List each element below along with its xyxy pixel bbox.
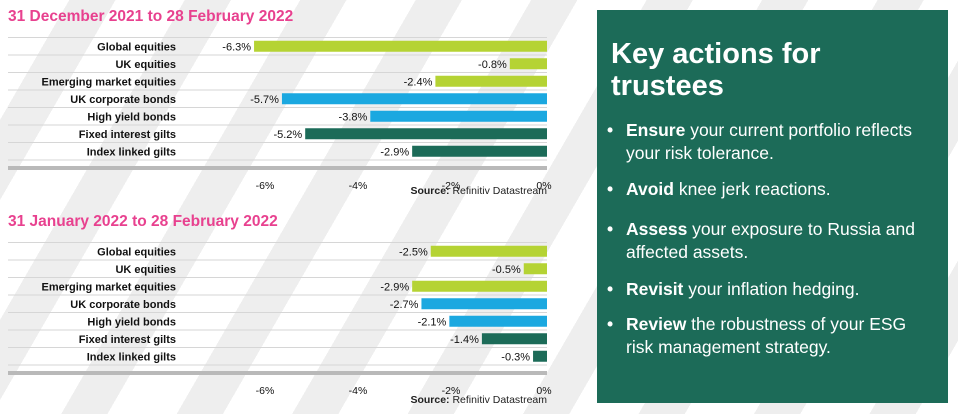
value-label: -0.8%: [478, 59, 507, 71]
chart-title: 31 December 2021 to 28 February 2022: [8, 8, 294, 25]
category-label: UK corporate bonds: [70, 299, 176, 311]
key-actions-panel: Key actions for trustees Ensure your cur…: [597, 10, 948, 403]
action-item: Review the robustness of your ESG risk m…: [607, 313, 937, 359]
value-label: -6.3%: [222, 41, 251, 53]
bar: [523, 263, 547, 275]
value-label: -0.5%: [492, 264, 521, 276]
action-item: Assess your exposure to Russia and affec…: [607, 218, 937, 264]
source-label: Source:: [410, 185, 450, 197]
category-label: Global equities: [97, 246, 176, 258]
source-note: Source: Refinitiv Datastream: [410, 394, 547, 406]
category-label: Index linked gilts: [87, 351, 176, 363]
value-label: -2.1%: [418, 316, 447, 328]
action-text: knee jerk reactions.: [673, 179, 831, 199]
action-verb: Review: [626, 314, 687, 334]
value-label: -2.5%: [399, 246, 428, 258]
action-verb: Avoid: [626, 179, 674, 199]
source-label: Source:: [410, 394, 450, 406]
bar: [533, 350, 547, 362]
category-label: High yield bonds: [87, 111, 176, 123]
bar: [481, 333, 547, 345]
value-label: -0.3%: [501, 351, 530, 363]
category-label: UK equities: [115, 264, 176, 276]
bar: [509, 58, 547, 70]
category-label: Fixed interest gilts: [79, 334, 176, 346]
bar: [281, 93, 547, 105]
value-label: -2.9%: [380, 146, 409, 158]
action-item: Ensure your current portfolio reflects y…: [607, 119, 937, 165]
category-label: High yield bonds: [87, 316, 176, 328]
source-note: Source: Refinitiv Datastream: [410, 185, 547, 197]
bar: [254, 40, 548, 52]
bar: [449, 315, 547, 327]
tick-label: 0%: [536, 385, 551, 397]
source-value: Refinitiv Datastream: [452, 394, 547, 406]
tick-label: -2%: [442, 385, 461, 397]
value-label: -5.2%: [273, 129, 302, 141]
category-label: Emerging market equities: [42, 281, 177, 293]
action-verb: Assess: [626, 219, 688, 239]
action-verb: Ensure: [626, 120, 686, 140]
value-label: -2.9%: [380, 281, 409, 293]
category-label: Fixed interest gilts: [79, 129, 176, 141]
category-label: Global equities: [97, 41, 176, 53]
action-text: your exposure to Russia and affected ass…: [626, 219, 915, 262]
chart-title: 31 January 2022 to 28 February 2022: [8, 213, 278, 230]
tick-label: -6%: [256, 180, 275, 192]
action-verb: Revisit: [626, 279, 684, 299]
category-label: UK equities: [115, 59, 176, 71]
value-label: -1.4%: [450, 334, 479, 346]
bar-chart-month: Global equities -2.5% UK equities -0.5% Emer…: [8, 242, 552, 397]
bar-chart-ytd: Global equities -6.3% UK equities -0.8% Emer…: [8, 37, 552, 192]
panel-title: Key actions for trustees: [611, 38, 821, 102]
category-label: UK corporate bonds: [70, 94, 176, 106]
value-label: -5.7%: [250, 94, 279, 106]
value-label: -2.7%: [390, 299, 419, 311]
category-label: Emerging market equities: [42, 76, 177, 88]
bar: [370, 110, 547, 122]
action-list: Ensure your current portfolio reflects y…: [607, 119, 937, 359]
category-label: Index linked gilts: [87, 146, 176, 158]
tick-label: 0%: [536, 180, 551, 192]
tick-label: -4%: [349, 180, 368, 192]
tick-label: -2%: [442, 180, 461, 192]
action-text: your inflation hedging.: [683, 279, 860, 299]
source-value: Refinitiv Datastream: [452, 185, 547, 197]
tick-label: -6%: [256, 385, 275, 397]
bar: [305, 128, 547, 140]
tick-label: -4%: [349, 385, 368, 397]
bar: [412, 280, 547, 292]
action-text: the robustness of your ESG risk manageme…: [626, 314, 907, 357]
value-label: -3.8%: [339, 111, 368, 123]
bar: [421, 298, 547, 310]
bar: [430, 245, 547, 257]
bar: [435, 75, 547, 87]
action-text: your current portfolio reflects your ris…: [626, 120, 912, 163]
value-label: -2.4%: [404, 76, 433, 88]
bar: [412, 145, 547, 157]
action-item: Revisit your inflation hedging.: [607, 278, 937, 301]
action-item: Avoid knee jerk reactions.: [607, 178, 937, 201]
